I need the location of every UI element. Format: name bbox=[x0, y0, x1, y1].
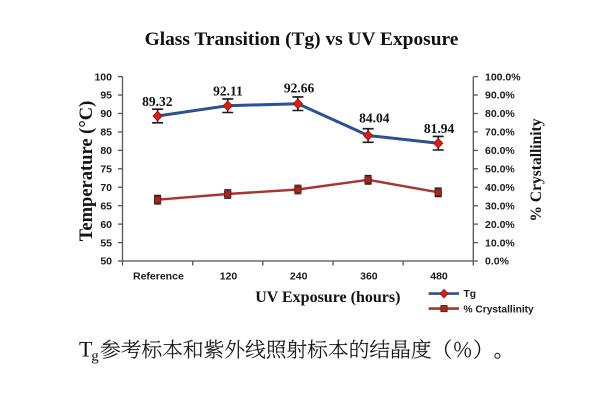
svg-text:90: 90 bbox=[100, 108, 112, 120]
svg-text:80.0%: 80.0% bbox=[485, 108, 515, 120]
svg-text:480: 480 bbox=[430, 271, 448, 283]
svg-text:90.0%: 90.0% bbox=[485, 90, 515, 102]
svg-text:Glass Transition (Tg) vs UV Ex: Glass Transition (Tg) vs UV Exposure bbox=[145, 29, 459, 50]
svg-text:60: 60 bbox=[100, 219, 112, 231]
svg-text:10.0%: 10.0% bbox=[485, 237, 515, 249]
svg-text:50: 50 bbox=[100, 256, 112, 268]
svg-text:84.04: 84.04 bbox=[359, 110, 390, 125]
svg-text:85: 85 bbox=[100, 127, 112, 139]
svg-text:0.0%: 0.0% bbox=[485, 256, 510, 268]
svg-text:60.0%: 60.0% bbox=[485, 145, 515, 157]
svg-text:89.32: 89.32 bbox=[142, 94, 173, 109]
svg-text:240: 240 bbox=[290, 271, 308, 283]
svg-text:30.0%: 30.0% bbox=[485, 200, 515, 212]
svg-text:75: 75 bbox=[100, 164, 112, 176]
svg-text:T: T bbox=[79, 337, 93, 362]
svg-text:100: 100 bbox=[94, 71, 112, 83]
svg-text:50.0%: 50.0% bbox=[485, 164, 515, 176]
svg-text:95: 95 bbox=[100, 90, 112, 102]
svg-text:70.0%: 70.0% bbox=[485, 127, 515, 139]
svg-text:Tg: Tg bbox=[464, 289, 476, 300]
svg-text:Reference: Reference bbox=[133, 271, 184, 283]
svg-text:360: 360 bbox=[360, 271, 378, 283]
svg-text:UV Exposure (hours): UV Exposure (hours) bbox=[255, 289, 400, 306]
svg-text:40.0%: 40.0% bbox=[485, 182, 515, 194]
svg-text:120: 120 bbox=[220, 271, 238, 283]
svg-text:55: 55 bbox=[100, 237, 112, 249]
svg-text:20.0%: 20.0% bbox=[485, 219, 515, 231]
svg-text:% Crystallinity: % Crystallinity bbox=[464, 304, 535, 315]
svg-text:100.0%: 100.0% bbox=[485, 71, 521, 83]
svg-text:92.66: 92.66 bbox=[284, 80, 315, 95]
svg-text:81.94: 81.94 bbox=[424, 121, 455, 136]
svg-text:Temperature (°C): Temperature (°C) bbox=[77, 101, 97, 241]
svg-text:65: 65 bbox=[100, 200, 112, 212]
svg-text:92.11: 92.11 bbox=[213, 83, 243, 98]
svg-text:70: 70 bbox=[100, 182, 112, 194]
svg-text:80: 80 bbox=[100, 145, 112, 157]
svg-text:% Crystallinity: % Crystallinity bbox=[528, 118, 545, 221]
svg-text:g: g bbox=[91, 349, 99, 365]
